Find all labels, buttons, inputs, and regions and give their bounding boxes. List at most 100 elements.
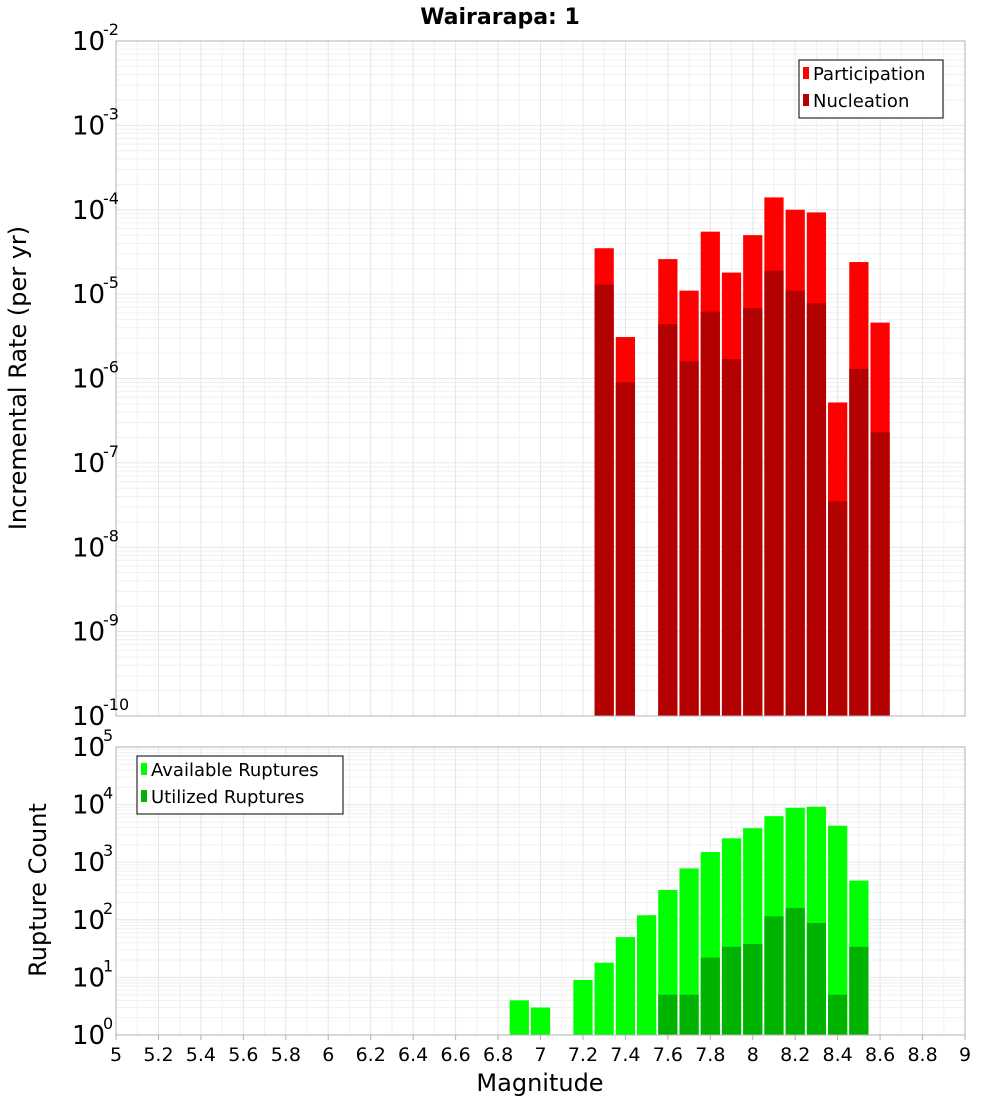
x-axis-label: Magnitude [476, 1069, 603, 1097]
bar [679, 868, 699, 1035]
x-tick-label: 6.2 [356, 1044, 386, 1066]
legend-swatch [803, 94, 809, 106]
top-y-axis-label: Incremental Rate (per yr) [4, 226, 32, 530]
y-tick-exponent: -3 [103, 104, 119, 123]
bar [615, 937, 636, 1035]
x-tick-label: 8.2 [780, 1044, 810, 1066]
x-tick-label: 8.8 [907, 1044, 937, 1066]
legend-box [798, 59, 944, 119]
y-tick-label: 10 [72, 280, 105, 310]
bar [594, 962, 614, 1035]
series-utilized-ruptures [658, 908, 869, 1035]
x-tick-label: 7.6 [653, 1044, 683, 1066]
bar [509, 1000, 529, 1035]
x-tick-label: 5.6 [228, 1044, 258, 1066]
bar [637, 915, 657, 1035]
legend: Participation Nucleation [798, 59, 944, 119]
y-tick-exponent: -9 [103, 611, 119, 630]
bar [828, 825, 848, 1035]
legend-label: Nucleation [813, 91, 909, 112]
y-tick-exponent: -8 [103, 526, 119, 545]
y-tick-exponent: 2 [103, 899, 113, 918]
y-tick-label: 10 [72, 196, 105, 226]
x-tick-label: 5.2 [143, 1044, 173, 1066]
x-tick-label: 5.8 [271, 1044, 301, 1066]
bar [764, 916, 784, 1035]
x-tick-label: 9 [959, 1044, 971, 1066]
bar [679, 361, 699, 716]
y-tick-label: 10 [72, 449, 105, 479]
y-tick-exponent: 0 [103, 1014, 113, 1033]
chart-title: Wairarapa: 1 [420, 5, 580, 30]
bar [700, 311, 720, 716]
legend: Available Ruptures Utilized Ruptures [136, 755, 344, 815]
bar [806, 303, 827, 716]
bar [828, 501, 848, 716]
y-tick-label: 10 [72, 848, 105, 878]
legend-swatch [803, 67, 809, 79]
x-tick-label: 8.4 [823, 1044, 853, 1066]
bar [615, 382, 636, 716]
legend-label: Available Ruptures [151, 760, 319, 781]
x-tick-label: 5.4 [186, 1044, 216, 1066]
bar [658, 994, 678, 1035]
y-tick-exponent: 5 [103, 726, 113, 745]
bar [828, 994, 848, 1035]
y-tick-label: 10 [72, 906, 105, 936]
y-tick-label: 10 [72, 963, 105, 993]
bar [700, 957, 720, 1035]
bar [785, 290, 805, 716]
legend-label: Utilized Ruptures [151, 787, 304, 808]
x-tick-label: 6.4 [398, 1044, 428, 1066]
y-tick-label: 10 [72, 27, 105, 57]
y-tick-label: 10 [72, 702, 105, 732]
x-tick-label: 7.8 [695, 1044, 725, 1066]
y-tick-exponent: -4 [103, 189, 119, 208]
y-tick-exponent: -6 [103, 358, 119, 377]
bar [658, 324, 678, 716]
series-nucleation [594, 270, 890, 716]
x-tick-label: 7 [534, 1044, 546, 1066]
x-tick-label: 6.6 [440, 1044, 470, 1066]
y-tick-label: 10 [72, 1021, 105, 1051]
x-tick-label: 7.4 [610, 1044, 640, 1066]
y-tick-label: 10 [72, 733, 105, 763]
y-tick-exponent: 3 [103, 841, 113, 860]
x-tick-label: 6 [322, 1044, 334, 1066]
bar [785, 908, 805, 1035]
y-tick-label: 10 [72, 111, 105, 141]
legend-swatch [141, 790, 147, 802]
x-tick-label: 8 [747, 1044, 759, 1066]
bar [764, 270, 784, 716]
series-available-ruptures [509, 806, 869, 1035]
bar [743, 944, 763, 1035]
y-tick-exponent: 4 [103, 784, 113, 803]
rate-panel: 10-1010-910-810-710-610-510-410-310-2Par… [72, 20, 966, 732]
bar [530, 1007, 551, 1035]
x-tick-label: 6.8 [483, 1044, 513, 1066]
bar [849, 946, 869, 1035]
y-tick-label: 10 [72, 533, 105, 563]
x-tick-labels: 5 5.2 5.4 5.6 5.8 6 6.2 6.4 6.6 6.8 7 7.2 7.4 7.6 7.8 8… [110, 1035, 971, 1066]
y-tick-exponent: -2 [103, 20, 119, 39]
bar [849, 368, 869, 716]
y-tick-exponent: -7 [103, 442, 119, 461]
bottom-y-axis-label: Rupture Count [24, 803, 52, 977]
y-tick-exponent: -5 [103, 273, 119, 292]
legend-box [136, 755, 344, 815]
bar [721, 359, 742, 716]
x-tick-label: 5 [110, 1044, 122, 1066]
legend-label: Participation [813, 64, 925, 85]
y-tick-exponent: -10 [103, 695, 129, 714]
y-tick-label: 10 [72, 365, 105, 395]
bar [721, 946, 742, 1035]
y-tick-exponent: 1 [103, 956, 113, 975]
bar [743, 308, 763, 716]
bar [679, 994, 699, 1035]
bar [806, 922, 827, 1035]
bar [573, 980, 593, 1035]
